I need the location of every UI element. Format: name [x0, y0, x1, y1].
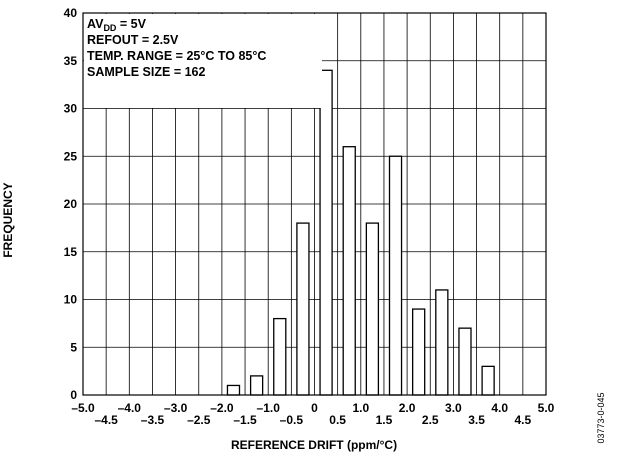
- x-tick-label-upper: –1.0: [257, 401, 281, 415]
- x-tick-label-upper: 1.0: [352, 401, 369, 415]
- y-tick-label: 25: [64, 149, 78, 163]
- x-tick-label-lower: 2.5: [422, 413, 439, 427]
- y-tick-label: 20: [64, 197, 78, 211]
- histogram-bar: [435, 289, 449, 396]
- histogram-bar: [458, 327, 472, 396]
- y-tick-label: 40: [64, 6, 78, 20]
- x-tick-label-lower: –0.5: [280, 413, 304, 427]
- y-tick-label: 10: [64, 293, 78, 307]
- x-tick-label-lower: 0.5: [329, 413, 346, 427]
- x-tick-label-upper: 4.0: [491, 401, 508, 415]
- y-axis-title: FREQUENCY: [1, 182, 15, 257]
- x-tick-label-upper: –2.0: [210, 401, 234, 415]
- histogram-bar: [249, 375, 264, 396]
- histogram-bar: [365, 222, 380, 396]
- x-tick-label-upper: 3.0: [445, 401, 462, 415]
- y-tick-label: 15: [64, 245, 78, 259]
- y-tick-label: 0: [70, 388, 77, 402]
- y-tick-label: 35: [64, 54, 78, 68]
- legend-avdd-sub: DD: [103, 23, 116, 33]
- x-tick-label-lower: 3.5: [468, 413, 485, 427]
- legend-avdd-prefix: AV: [87, 17, 104, 31]
- x-axis-title: REFERENCE DRIFT (ppm/°C): [231, 438, 397, 452]
- legend-avdd: AVDD = 5V: [87, 17, 147, 33]
- y-tick-label: 5: [70, 340, 77, 354]
- x-tick-label-upper: 0: [311, 401, 318, 415]
- x-tick-label-upper: –5.0: [71, 401, 95, 415]
- histogram-bar: [296, 222, 310, 396]
- x-tick-label-lower: –1.5: [233, 413, 257, 427]
- histogram-bar: [319, 69, 333, 396]
- legend-refout: REFOUT = 2.5V: [87, 33, 179, 47]
- y-tick-label: 30: [64, 102, 78, 116]
- x-tick-label-lower: –2.5: [187, 413, 211, 427]
- x-tick-label-lower: –4.5: [94, 413, 118, 427]
- histogram-bar: [412, 308, 426, 396]
- x-tick-label-upper: –4.0: [118, 401, 142, 415]
- legend-sample-size: SAMPLE SIZE = 162: [87, 65, 205, 79]
- histogram-bar: [481, 365, 495, 396]
- histogram-bar: [342, 146, 356, 396]
- x-tick-label-lower: 4.5: [515, 413, 532, 427]
- x-tick-label-upper: 5.0: [538, 401, 555, 415]
- x-tick-label-lower: 1.5: [376, 413, 393, 427]
- x-tick-label-lower: –3.5: [141, 413, 165, 427]
- histogram-bar: [226, 384, 241, 396]
- histogram-bar: [273, 317, 287, 396]
- x-tick-label-upper: –3.0: [164, 401, 188, 415]
- histogram-bar: [388, 155, 403, 396]
- y-tick-labels: 0 5 10 15 20 25 30 35 40: [64, 6, 78, 402]
- x-tick-label-upper: 2.0: [399, 401, 416, 415]
- legend-temp-range: TEMP. RANGE = 25°C TO 85°C: [87, 49, 266, 63]
- x-tick-labels: –5.0 –4.0 –3.0 –2.0 –1.0 0 1.0 2.0 3.0 4.0 5.0 –4.5…: [71, 401, 554, 427]
- plot-frame: [82, 12, 547, 396]
- legend-box: [84, 14, 322, 108]
- legend-avdd-value: = 5V: [116, 17, 146, 31]
- figure-id: 03773-0-045: [596, 392, 606, 443]
